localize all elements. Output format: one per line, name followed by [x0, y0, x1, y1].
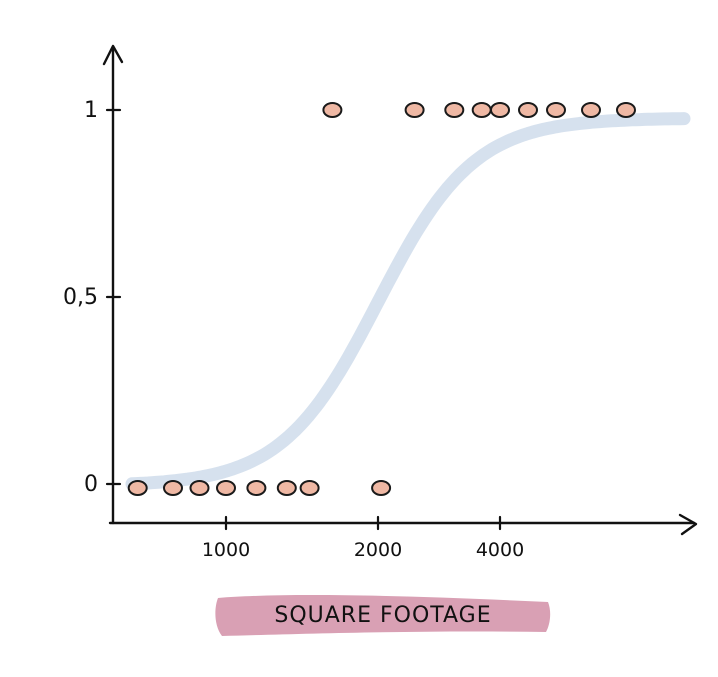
x-tick-label: 2000 [354, 539, 402, 561]
x-axis-label-text: SQUARE FOOTAGE [274, 603, 491, 628]
x-axis-label-highlight [215, 595, 551, 636]
y-tick-label: 0 [84, 472, 98, 497]
axes [102, 44, 698, 536]
data-point-y1 [490, 102, 510, 118]
data-point-y1 [518, 102, 538, 118]
x-tick-label: 1000 [202, 539, 250, 561]
data-point-y1 [444, 102, 465, 118]
data-point-y1 [322, 102, 343, 118]
y-tick-label: 1 [84, 98, 98, 123]
data-point-y1 [546, 102, 566, 118]
data-point-y0 [371, 480, 392, 496]
y-tick-label: 0,5 [63, 285, 98, 310]
x-axis-label: SQUARE FOOTAGE [215, 595, 551, 636]
data-points [127, 102, 636, 496]
data-point-y1 [581, 102, 601, 118]
sigmoid-curve-layer [125, 112, 691, 491]
sigmoid-curve [125, 112, 691, 491]
data-point-y0 [276, 480, 297, 496]
y-axis-arrow [102, 44, 124, 66]
data-point-y0 [189, 480, 210, 496]
data-point-y1 [404, 102, 425, 118]
data-point-y0 [163, 480, 183, 496]
data-point-y1 [616, 102, 636, 118]
data-point-y0 [299, 480, 320, 496]
data-point-y1 [471, 102, 492, 118]
x-axis-arrow [678, 513, 698, 536]
x-tick-label: 4000 [476, 539, 524, 561]
data-point-y0 [216, 480, 236, 496]
data-point-y0 [246, 480, 267, 496]
data-point-y0 [127, 480, 148, 496]
ticks: 1000 2000 4000 0 0,5 1 [63, 98, 524, 561]
